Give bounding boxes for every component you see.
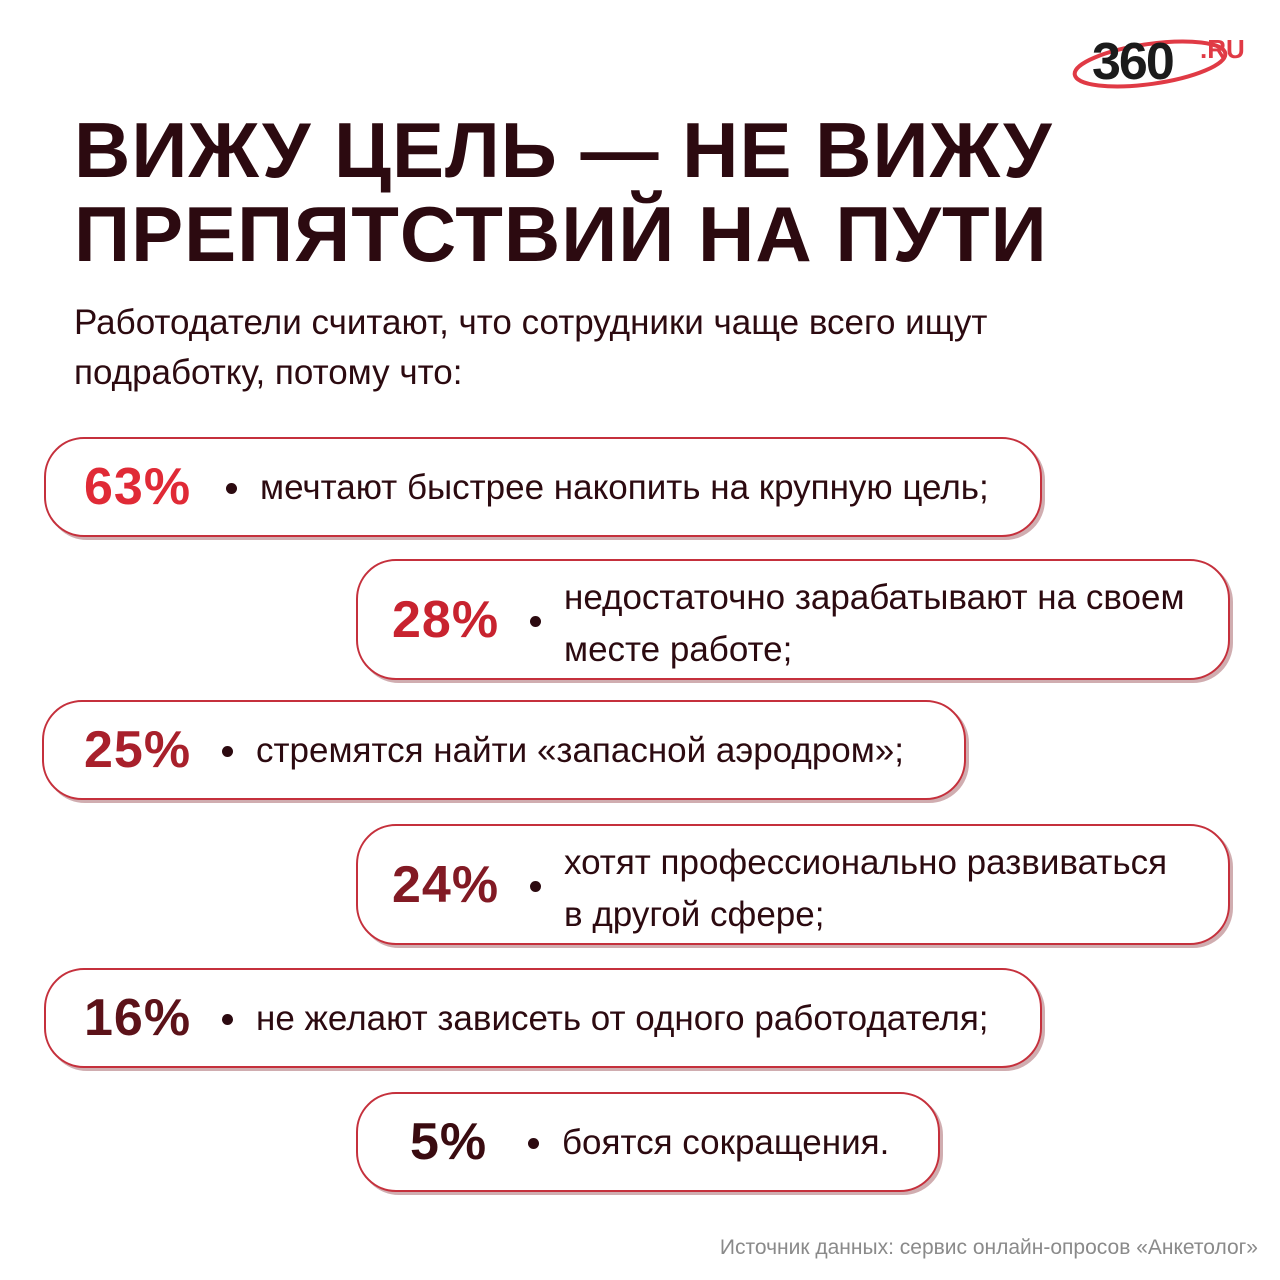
stat-item-3: 25% стремятся найти «запасной аэродром»; xyxy=(42,700,966,800)
stat-item-5: 16% не желают зависеть от одного работод… xyxy=(44,968,1042,1068)
page-subtitle: Работодатели считают, что сотрудники чащ… xyxy=(74,303,988,392)
logo-number: 360 xyxy=(1092,33,1175,91)
stat-item-6: 5% боятся сокращения. xyxy=(356,1092,940,1192)
stat-text-line-1: хотят профессионально развиваться xyxy=(564,843,1168,882)
stat-percent: 28% xyxy=(392,590,500,649)
stat-percent: 24% xyxy=(392,855,500,914)
stat-item-1: 63% мечтают быстрее накопить на крупную … xyxy=(44,437,1042,537)
stat-text: мечтают быстрее накопить на крупную цель… xyxy=(260,468,989,507)
logo-suffix: .RU xyxy=(1200,34,1245,64)
title-line-1: ВИЖУ ЦЕЛЬ — НЕ ВИЖУ xyxy=(74,106,1053,194)
stat-item-4: 24% хотят профессионально развиваться в … xyxy=(356,824,1230,945)
stat-text-line-2: месте работе; xyxy=(564,630,793,669)
stat-text-line-2: в другой сфере; xyxy=(564,895,825,934)
bullet-icon xyxy=(226,483,237,494)
stat-percent: 25% xyxy=(84,721,192,779)
stat-percent: 5% xyxy=(410,1113,488,1171)
title-line-2: ПРЕПЯТСТВИЙ НА ПУТИ xyxy=(74,190,1048,278)
stat-percent: 16% xyxy=(84,989,192,1047)
data-source-note: Источник данных: сервис онлайн-опросов «… xyxy=(719,1236,1258,1259)
bullet-icon xyxy=(530,881,541,892)
stat-item-2: 28% недостаточно зарабатывают на своем м… xyxy=(356,559,1230,680)
stat-text: не желают зависеть от одного работодател… xyxy=(256,999,989,1038)
bullet-icon xyxy=(222,1014,233,1025)
stat-text: боятся сокращения. xyxy=(562,1123,890,1162)
bullet-icon xyxy=(222,746,233,757)
stat-percent: 63% xyxy=(84,458,192,516)
site-logo: 360 .RU xyxy=(1070,24,1265,91)
logo-swoosh-icon xyxy=(1072,39,1228,89)
bullet-icon xyxy=(530,616,541,627)
stat-text: стремятся найти «запасной аэродром»; xyxy=(256,731,904,770)
page-title: ВИЖУ ЦЕЛЬ — НЕ ВИЖУ ПРЕПЯТСТВИЙ НА ПУТИ xyxy=(74,108,1053,276)
stat-text-line-1: недостаточно зарабатывают на своем xyxy=(564,578,1185,617)
bullet-icon xyxy=(528,1138,539,1149)
